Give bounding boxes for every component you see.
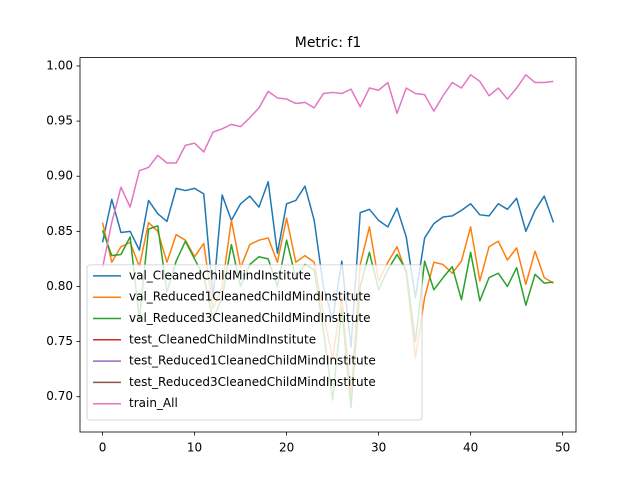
x-tick-label: 30 [371,441,386,455]
legend-label: val_CleanedChildMindInstitute [129,268,311,282]
legend-label: test_Reduced1CleanedChildMindInstitute [129,354,376,368]
legend-label: test_Reduced3CleanedChildMindInstitute [129,375,376,389]
x-tick-label: 0 [99,441,107,455]
x-tick-label: 10 [187,441,202,455]
series-line [101,74,554,268]
legend-label: train_All [129,396,178,410]
y-tick-label: 0.70 [46,389,73,403]
y-tick-label: 0.85 [46,224,73,238]
legend-label: test_CleanedChildMindInstitute [129,332,316,346]
x-tick-label: 50 [555,441,570,455]
y-tick-label: 0.95 [46,114,73,128]
legend-label: val_Reduced1CleanedChildMindInstitute [129,290,371,304]
y-tick-label: 0.75 [46,334,73,348]
legend-box [86,264,423,421]
legend-label: val_Reduced3CleanedChildMindInstitute [129,311,371,325]
chart-title: Metric: f1 [295,35,362,51]
plot-frame [79,57,577,433]
x-tick-label: 20 [279,441,294,455]
y-tick-label: 0.80 [46,279,73,293]
y-tick-label: 0.90 [46,169,73,183]
x-tick-label: 40 [463,441,478,455]
y-tick-label: 1.00 [46,58,73,72]
